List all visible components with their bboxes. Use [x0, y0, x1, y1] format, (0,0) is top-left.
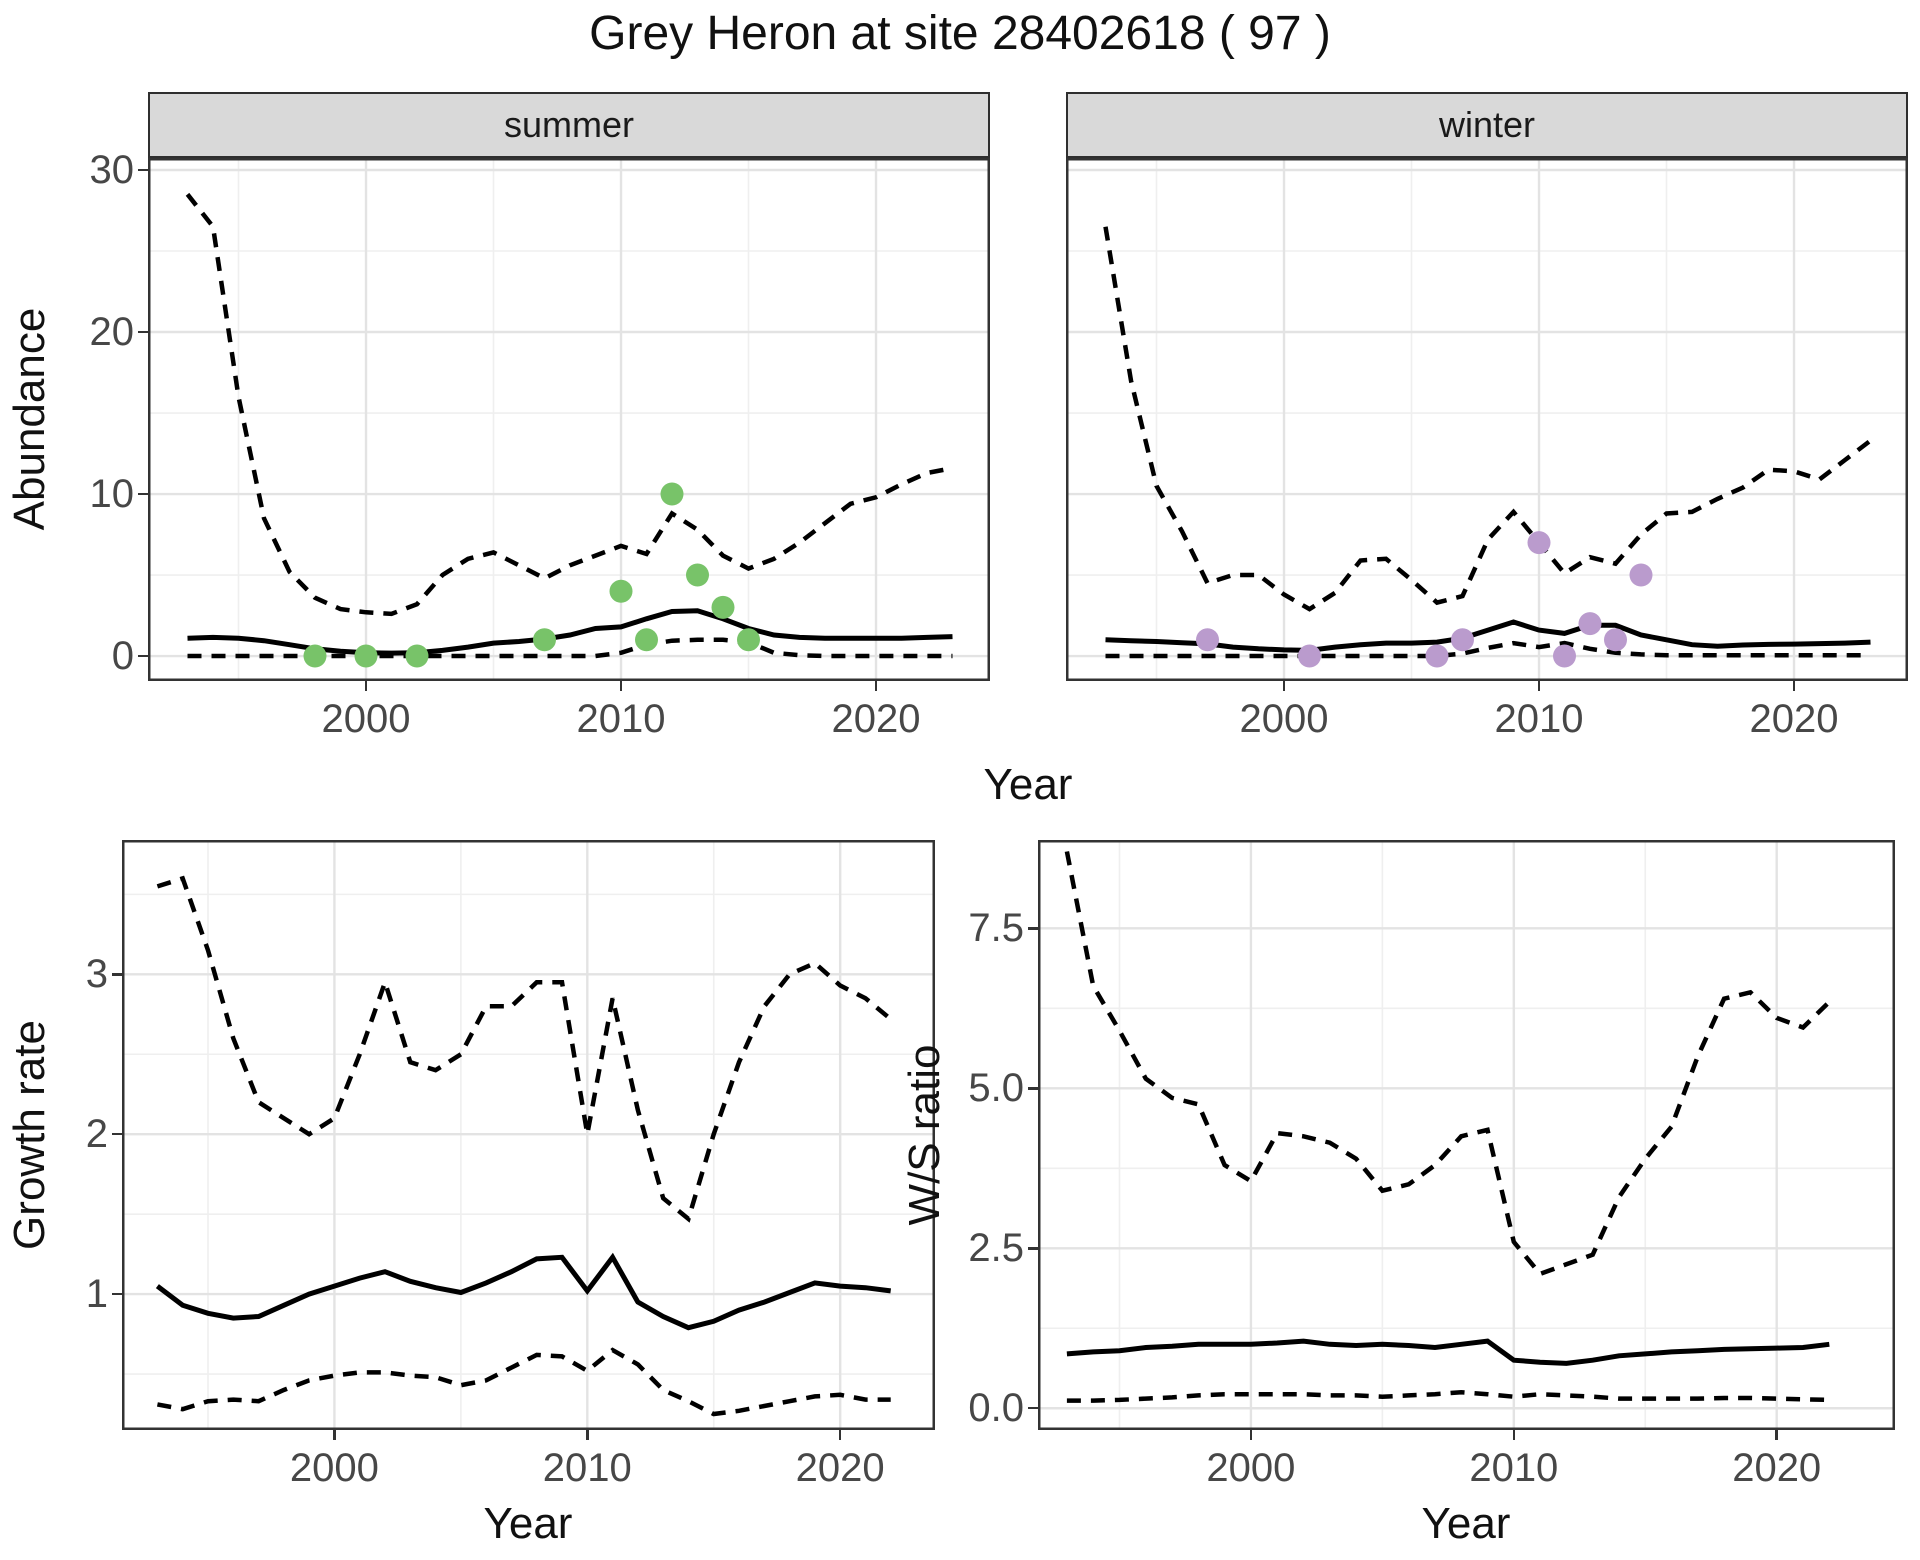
- observed-counts-summer-point: [711, 595, 735, 619]
- ws-ratio-lower-credible-interval-line: [1066, 1389, 1830, 1403]
- y-tick-mark: [138, 168, 148, 172]
- y-axis-tick-label: 1: [85, 1272, 108, 1317]
- x-axis-tick-label: 2020: [1749, 697, 1839, 741]
- panel-abundance-summer: [148, 158, 990, 681]
- abundance-winter-median-abundance-line: [1105, 619, 1871, 653]
- x-tick-mark: [586, 1430, 589, 1440]
- facet-strip-winter: winter: [1066, 92, 1908, 158]
- observed-counts-winter-point: [1553, 644, 1576, 668]
- y-axis-tick-label: 2: [85, 1112, 108, 1157]
- y-tick-mark: [112, 973, 122, 976]
- observed-counts-summer-point: [354, 644, 378, 668]
- observed-counts-winter-point: [1629, 563, 1653, 587]
- x-tick-mark: [1512, 1430, 1516, 1440]
- y-axis-tick-label: 10: [89, 472, 135, 517]
- growth-rate-upper-credible-interval-line: [156, 875, 893, 1223]
- y-tick-mark: [1028, 927, 1038, 930]
- y-tick-mark: [138, 330, 148, 334]
- x-tick-mark: [364, 681, 368, 691]
- x-axis-tick-label: 2020: [795, 1446, 885, 1490]
- x-axis-tick-label: 2000: [289, 1446, 379, 1490]
- observed-counts-summer-point: [635, 628, 658, 652]
- y-axis-tick-label: 3: [85, 952, 108, 997]
- x-axis-tick-label: 2010: [542, 1446, 632, 1490]
- observed-counts-summer-point: [686, 563, 709, 587]
- observed-counts-summer-point: [405, 644, 429, 668]
- x-tick-mark: [1249, 1430, 1253, 1440]
- panel-border: [148, 158, 990, 681]
- observed-counts-winter-point: [1451, 628, 1474, 652]
- growth-rate-lower-credible-interval-line: [156, 1347, 891, 1417]
- facet-strip-winter-label: winter: [1438, 104, 1536, 145]
- observed-counts-winter-point: [1578, 612, 1602, 636]
- x-axis-tick-label: 2000: [1239, 697, 1329, 741]
- panel-abundance-winter: [1066, 158, 1908, 681]
- panel-border: [1038, 840, 1895, 1430]
- panel-growth-rate: [122, 840, 935, 1430]
- y-tick-mark: [112, 1292, 122, 1296]
- observed-counts-summer-point: [609, 579, 633, 603]
- observed-counts-summer-point: [660, 482, 684, 506]
- observed-counts-winter-point: [1196, 628, 1219, 652]
- x-axis-tick-label: 2010: [1469, 1446, 1559, 1490]
- y-axis-tick-label: 30: [89, 147, 135, 192]
- y-tick-mark: [1028, 1247, 1038, 1250]
- observed-counts-summer-point: [533, 628, 556, 652]
- y-tick-mark: [1028, 1406, 1038, 1410]
- abundance-winter-upper-credible-interval-line: [1103, 226, 1872, 612]
- x-axis-tick-label: 2020: [831, 697, 921, 741]
- x-tick-mark: [838, 1430, 842, 1440]
- y-tick-mark: [112, 1132, 122, 1136]
- x-axis-tick-label: 2010: [1494, 697, 1584, 741]
- x-axis-label-year-ws: Year: [1421, 1499, 1511, 1548]
- abundance-winter-lower-credible-interval-line: [1105, 640, 1871, 659]
- x-tick-mark: [1537, 681, 1541, 691]
- facet-strip-summer: summer: [148, 92, 990, 158]
- abundance-summer-upper-credible-interval-line: [185, 192, 953, 617]
- observed-counts-summer-point: [737, 628, 760, 652]
- x-tick-mark: [619, 681, 623, 691]
- y-axis-tick-label: 5.0: [968, 1066, 1024, 1111]
- ws-ratio-upper-credible-interval-line: [1064, 851, 1831, 1277]
- x-tick-mark: [1775, 1430, 1778, 1440]
- x-tick-mark: [333, 1430, 336, 1440]
- y-axis-tick-label: 7.5: [968, 906, 1024, 951]
- x-axis-tick-label: 2000: [321, 697, 411, 741]
- y-axis-tick-label: 0.0: [968, 1386, 1024, 1431]
- observed-counts-winter-point: [1425, 644, 1449, 668]
- x-tick-mark: [874, 681, 878, 691]
- observed-counts-winter-point: [1604, 628, 1627, 652]
- panel-border: [1066, 158, 1908, 681]
- x-axis-tick-label: 2010: [576, 697, 666, 741]
- y-tick-mark: [1028, 1087, 1038, 1090]
- x-axis-label-year-growth: Year: [483, 1499, 573, 1548]
- y-axis-tick-label: 20: [89, 310, 135, 354]
- x-axis-tick-label: 2000: [1206, 1446, 1296, 1490]
- observed-counts-winter-point: [1527, 531, 1551, 555]
- x-axis-tick-label: 2020: [1732, 1446, 1822, 1490]
- ws-ratio-median-ws-ratio-line: [1066, 1338, 1830, 1366]
- facet-strip-summer-label: summer: [503, 104, 634, 145]
- y-tick-mark: [138, 654, 148, 658]
- y-tick-mark: [138, 492, 148, 496]
- panel-border: [122, 840, 935, 1430]
- panel-ws-ratio: [1038, 840, 1895, 1430]
- y-axis-tick-label: 0: [111, 634, 134, 679]
- y-axis-tick-label: 2.5: [968, 1226, 1024, 1271]
- observed-counts-summer-point: [303, 644, 327, 668]
- growth-rate-median-growth-rate-line: [155, 1252, 892, 1331]
- abundance-summer-median-abundance-line: [187, 608, 953, 656]
- observed-counts-winter-point: [1298, 644, 1321, 668]
- figure-title: Grey Heron at site 28402618 ( 97 ): [589, 7, 1331, 60]
- x-axis-label-year-top: Year: [983, 760, 1073, 809]
- x-tick-mark: [1282, 681, 1286, 691]
- x-tick-mark: [1792, 681, 1796, 691]
